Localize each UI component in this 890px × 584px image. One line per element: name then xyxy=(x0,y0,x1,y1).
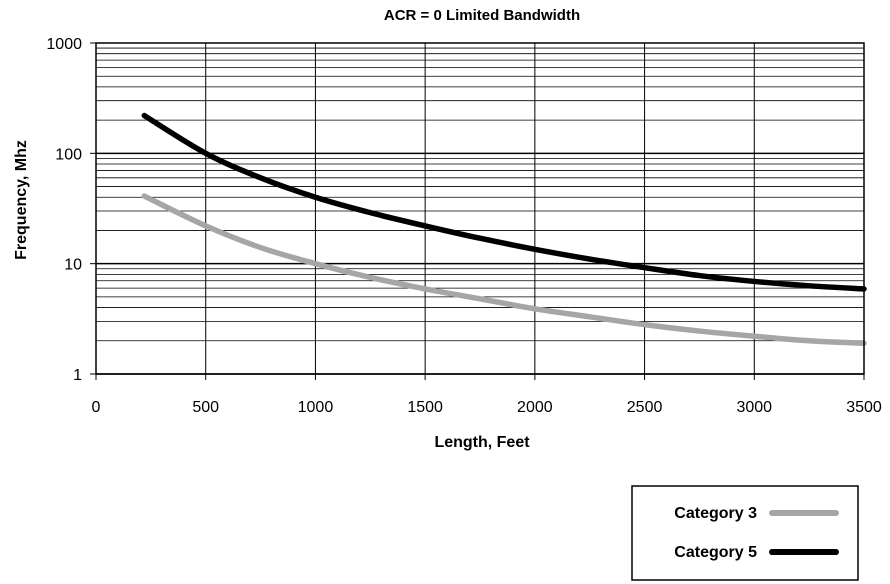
x-tick-label: 0 xyxy=(92,399,101,416)
y-tick-label: 1 xyxy=(73,367,82,384)
legend: Category 3 Category 5 xyxy=(631,485,859,581)
x-tick-label: 3500 xyxy=(846,399,882,416)
grid xyxy=(95,43,865,375)
x-tick-label: 1000 xyxy=(298,399,334,416)
legend-label-category-3: Category 3 xyxy=(674,505,757,522)
y-tick-label: 100 xyxy=(55,146,82,163)
legend-box xyxy=(631,485,859,581)
tick-labels: 0 500 1000 1500 2000 2500 3000 3500 1 10 100 1000 xyxy=(46,36,881,416)
x-tick-label: 2500 xyxy=(627,399,663,416)
y-tick-label: 10 xyxy=(64,257,82,274)
x-tick-label: 2000 xyxy=(517,399,553,416)
plot-frame xyxy=(95,42,865,375)
series-lines xyxy=(141,112,867,346)
x-tick-label: 500 xyxy=(192,399,219,416)
x-tick-label: 3000 xyxy=(736,399,772,416)
chart-title: ACR = 0 Limited Bandwidth xyxy=(384,7,580,24)
series-line-category-3 xyxy=(141,193,867,346)
legend-label-category-5: Category 5 xyxy=(674,544,757,561)
x-axis-label: Length, Feet xyxy=(434,434,530,451)
y-axis-label: Frequency, Mhz xyxy=(13,140,30,260)
y-tick-label: 1000 xyxy=(46,36,82,53)
x-tick-label: 1500 xyxy=(407,399,443,416)
series-line-category-5 xyxy=(141,112,867,292)
